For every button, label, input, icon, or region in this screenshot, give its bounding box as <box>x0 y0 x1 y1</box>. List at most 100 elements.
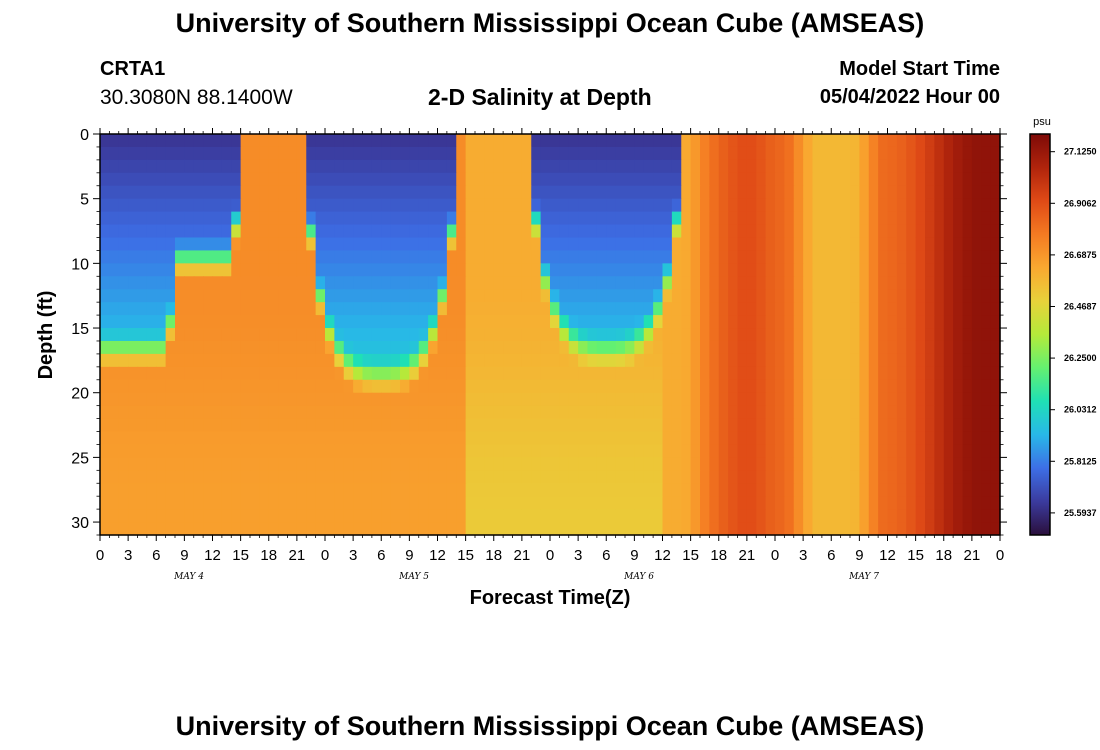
heatmap-cell <box>540 315 551 329</box>
heatmap-cell <box>109 483 120 497</box>
heatmap-cell <box>109 496 120 510</box>
heatmap-cell <box>831 366 842 381</box>
heatmap-cell <box>953 237 964 252</box>
heatmap-cell <box>400 392 410 407</box>
heatmap-cell <box>428 289 439 303</box>
heatmap-cell <box>203 379 214 394</box>
heatmap-cell <box>240 224 251 239</box>
heatmap-cell <box>812 483 823 497</box>
heatmap-cell <box>156 392 167 407</box>
heatmap-cell <box>821 159 832 174</box>
heatmap-cell <box>325 302 335 316</box>
heatmap-cell <box>175 263 185 277</box>
heatmap-cell <box>512 185 523 200</box>
heatmap-cell <box>671 444 682 458</box>
heatmap-cell <box>746 315 757 329</box>
heatmap-cell <box>203 237 214 252</box>
heatmap-cell <box>765 134 776 148</box>
heatmap-cell <box>287 496 298 510</box>
heatmap-cell <box>896 366 907 381</box>
heatmap-cell <box>437 444 448 458</box>
heatmap-cell <box>409 315 420 329</box>
heatmap-cell <box>287 289 298 303</box>
heatmap-cell <box>193 405 204 420</box>
heatmap-cell <box>156 237 167 252</box>
heatmap-cell <box>137 379 148 394</box>
heatmap-cell <box>428 405 439 420</box>
heatmap-cell <box>193 496 204 510</box>
heatmap-cell <box>325 276 335 290</box>
heatmap-cell <box>456 250 467 264</box>
heatmap-cell <box>437 211 448 226</box>
heatmap-cell <box>128 159 139 174</box>
heatmap-cell <box>296 146 307 161</box>
heatmap-cell <box>934 392 945 407</box>
heatmap-cell <box>737 263 748 277</box>
heatmap-cell <box>428 172 439 187</box>
heatmap-cell <box>821 237 832 252</box>
heatmap-cell <box>981 237 992 252</box>
heatmap-cell <box>634 172 645 187</box>
heatmap-cell <box>400 159 410 174</box>
heatmap-cell <box>390 353 401 368</box>
heatmap-cell <box>887 302 898 316</box>
heatmap-cell <box>812 353 823 368</box>
heatmap-cell <box>146 418 157 433</box>
heatmap-cell <box>831 146 842 161</box>
heatmap-cell <box>475 496 485 510</box>
heatmap-cell <box>550 405 560 420</box>
heatmap-cell <box>550 315 560 329</box>
heatmap-cell <box>756 159 767 174</box>
heatmap-cell <box>118 134 129 148</box>
heatmap-cell <box>718 431 729 446</box>
heatmap-cell <box>446 198 457 213</box>
heatmap-cell <box>868 263 879 277</box>
heatmap-cell <box>540 444 551 458</box>
heatmap-cell <box>521 250 532 264</box>
heatmap-cell <box>400 379 410 394</box>
heatmap-cell <box>728 353 739 368</box>
heatmap-cell <box>240 405 251 420</box>
heatmap-cell <box>343 379 354 394</box>
heatmap-cell <box>925 328 935 342</box>
heatmap-cell <box>568 250 579 264</box>
heatmap-cell <box>381 224 392 239</box>
heatmap-cell <box>709 237 720 252</box>
heatmap-cell <box>531 198 542 213</box>
heatmap-cell <box>390 315 401 329</box>
heatmap-cell <box>315 509 326 523</box>
heatmap-cell <box>737 302 748 316</box>
heatmap-cell <box>709 353 720 368</box>
heatmap-cell <box>812 418 823 433</box>
heatmap-cell <box>381 509 392 523</box>
heatmap-cell <box>437 315 448 329</box>
heatmap-cell <box>775 289 785 303</box>
colorbar-ticks: 27.125026.906226.687526.468726.250026.03… <box>1050 147 1097 518</box>
heatmap-cell <box>390 405 401 420</box>
heatmap-cell <box>803 146 814 161</box>
heatmap-cell <box>203 172 214 187</box>
heatmap-cell <box>521 302 532 316</box>
heatmap-cell <box>371 237 382 252</box>
heatmap-cell <box>146 522 157 536</box>
heatmap-cell <box>203 353 214 368</box>
heatmap-cell <box>990 224 1001 239</box>
heatmap-cell <box>156 431 167 446</box>
heatmap-cell <box>315 250 326 264</box>
heatmap-cell <box>662 444 673 458</box>
heatmap-cell <box>146 263 157 277</box>
heatmap-cell <box>203 509 214 523</box>
heatmap-cell <box>259 276 270 290</box>
heatmap-cell <box>953 509 964 523</box>
heatmap-cell <box>775 315 785 329</box>
heatmap-cell <box>878 483 889 497</box>
heatmap-cell <box>634 134 645 148</box>
heatmap-cell <box>606 211 617 226</box>
heatmap-cell <box>878 159 889 174</box>
heatmap-cell <box>615 483 626 497</box>
heatmap-cell <box>521 340 532 355</box>
heatmap-cell <box>859 328 870 342</box>
heatmap-cell <box>728 483 739 497</box>
heatmap-cell <box>550 379 560 394</box>
heatmap-cell <box>128 276 139 290</box>
